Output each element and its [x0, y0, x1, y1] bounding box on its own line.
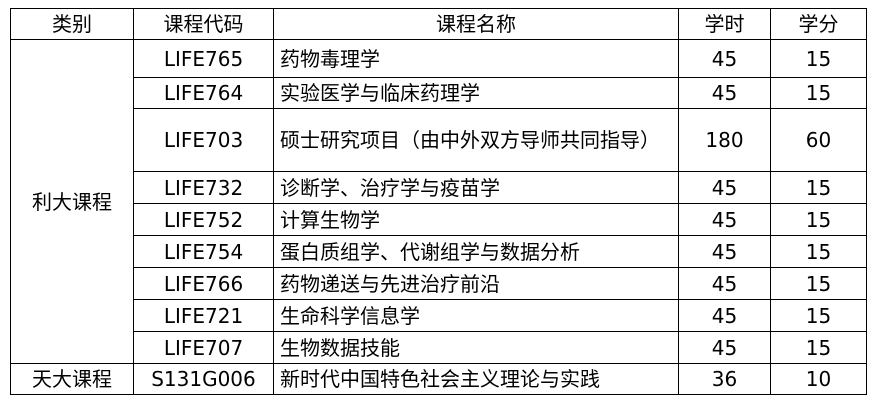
hours-cell: 45 — [678, 299, 771, 332]
hours-cell: 45 — [678, 171, 771, 204]
header-credits: 学分 — [770, 8, 867, 40]
name-cell: 硕士研究项目（由中外双方导师共同指导） — [273, 108, 679, 172]
credits-cell: 15 — [770, 331, 867, 364]
table-row: LIFE703 硕士研究项目（由中外双方导师共同指导） 180 60 — [11, 108, 867, 172]
name-cell: 药物递送与先进治疗前沿 — [273, 267, 679, 300]
name-cell: 蛋白质组学、代谢组学与数据分析 — [273, 235, 679, 268]
code-cell: LIFE721 — [133, 299, 274, 332]
credits-cell: 60 — [770, 108, 867, 172]
hours-cell: 45 — [678, 39, 771, 78]
code-cell: LIFE754 — [133, 235, 274, 268]
table-row: LIFE721 生命科学信息学 45 15 — [11, 299, 867, 332]
credits-cell: 15 — [770, 235, 867, 268]
credits-cell: 15 — [770, 203, 867, 236]
hours-cell: 180 — [678, 108, 771, 172]
credits-cell: 15 — [770, 39, 867, 78]
code-cell: LIFE766 — [133, 267, 274, 300]
code-cell: LIFE752 — [133, 203, 274, 236]
course-table: 类别 课程代码 课程名称 学时 学分 利大课程 LIFE765 药物毒理学 45 15 L… — [10, 8, 867, 395]
hours-cell: 36 — [678, 363, 771, 395]
table-row: LIFE766 药物递送与先进治疗前沿 45 15 — [11, 267, 867, 300]
table-row: 天大课程 S131G006 新时代中国特色社会主义理论与实践 36 10 — [10, 363, 867, 395]
table-row: LIFE752 计算生物学 45 15 — [11, 203, 867, 236]
code-cell: LIFE764 — [133, 77, 274, 109]
code-cell: S131G006 — [133, 363, 274, 395]
credits-cell: 15 — [770, 77, 867, 109]
code-cell: LIFE765 — [133, 39, 274, 78]
name-cell: 诊断学、治疗学与疫苗学 — [273, 171, 679, 204]
name-cell: 计算生物学 — [273, 203, 679, 236]
code-cell: LIFE703 — [133, 108, 274, 172]
credits-cell: 15 — [770, 299, 867, 332]
credits-cell: 10 — [770, 363, 867, 395]
header-code: 课程代码 — [133, 8, 274, 40]
hours-cell: 45 — [678, 235, 771, 268]
category-cell: 利大课程 — [10, 39, 134, 364]
table-row: LIFE754 蛋白质组学、代谢组学与数据分析 45 15 — [11, 235, 867, 268]
credits-cell: 15 — [770, 171, 867, 204]
hours-cell: 45 — [678, 77, 771, 109]
name-cell: 生命科学信息学 — [273, 299, 679, 332]
name-cell: 生物数据技能 — [273, 331, 679, 364]
table-row: LIFE732 诊断学、治疗学与疫苗学 45 15 — [11, 171, 867, 204]
header-hours: 学时 — [678, 8, 771, 40]
name-cell: 新时代中国特色社会主义理论与实践 — [273, 363, 679, 395]
category-cell: 天大课程 — [10, 363, 134, 395]
header-row: 类别 课程代码 课程名称 学时 学分 — [10, 8, 867, 40]
table-row: LIFE707 生物数据技能 45 15 — [11, 331, 867, 364]
name-cell: 药物毒理学 — [273, 39, 679, 78]
code-cell: LIFE732 — [133, 171, 274, 204]
hours-cell: 45 — [678, 203, 771, 236]
header-category: 类别 — [10, 8, 134, 40]
name-cell: 实验医学与临床药理学 — [273, 77, 679, 109]
hours-cell: 45 — [678, 267, 771, 300]
credits-cell: 15 — [770, 267, 867, 300]
code-cell: LIFE707 — [133, 331, 274, 364]
header-name: 课程名称 — [273, 8, 679, 40]
table-row: 利大课程 LIFE765 药物毒理学 45 15 — [10, 39, 867, 364]
hours-cell: 45 — [678, 331, 771, 364]
table-row: LIFE764 实验医学与临床药理学 45 15 — [11, 77, 867, 109]
